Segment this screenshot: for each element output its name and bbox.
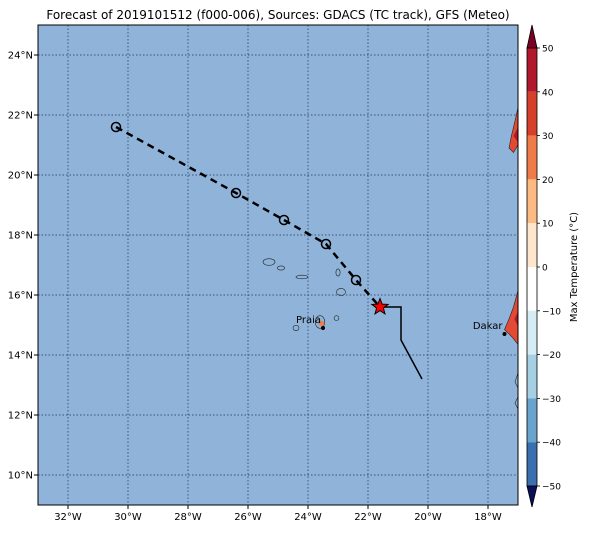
island-santiago-hot <box>318 321 325 326</box>
y-tick-label: 22°N <box>8 111 33 122</box>
track-past-line <box>380 306 423 380</box>
land-senegal-coast <box>504 290 518 358</box>
city-label: Dakar <box>473 321 504 332</box>
x-tick-label: 22°W <box>354 512 382 523</box>
city-marker <box>502 332 507 336</box>
forecast-position-marker <box>278 214 290 226</box>
land-guinea-coast <box>514 396 518 410</box>
colorbar-segment <box>527 48 537 92</box>
land-gambia-coast <box>514 372 518 389</box>
city-marker <box>321 326 325 330</box>
island-outline <box>292 324 300 331</box>
colorbar-tick-label: −30 <box>542 395 561 405</box>
colorbar-segment <box>527 135 537 180</box>
map-layers: Praia Dakar <box>38 25 518 505</box>
island-outline <box>336 288 346 296</box>
y-tick-label: 10°N <box>8 471 33 482</box>
colorbar-label: Max Temperature (°C) <box>569 212 580 322</box>
colorbar-segment <box>527 310 537 355</box>
colorbar-segment <box>527 354 537 399</box>
ocean-background <box>38 25 518 505</box>
island-outline <box>314 315 326 329</box>
x-tick-label: 26°W <box>234 512 262 523</box>
land-senegal-hot <box>514 311 518 327</box>
forecast-position-marker <box>230 187 242 199</box>
colorbar-extend-min <box>526 485 538 508</box>
current-position-star <box>370 297 390 316</box>
x-tick-label: 28°W <box>174 512 202 523</box>
colorbar-tick-label: 50 <box>542 45 554 55</box>
land-mauritania-hot <box>513 127 518 142</box>
y-tick-label: 24°N <box>8 51 33 62</box>
colorbar-tick-label: 20 <box>542 176 554 186</box>
colorbar-tick-label: 10 <box>542 220 554 230</box>
x-tick-label: 30°W <box>114 512 142 523</box>
colorbar-segment <box>527 223 537 267</box>
y-tick-label: 20°N <box>8 171 33 182</box>
y-tick-label: 12°N <box>8 411 33 422</box>
island-outline <box>262 258 276 266</box>
island-outline <box>277 265 285 271</box>
colorbar-tick-label: 40 <box>542 88 554 98</box>
colorbar-segment <box>527 179 537 224</box>
forecast-position-marker <box>110 121 122 133</box>
x-tick-label: 24°W <box>294 512 322 523</box>
forecast-position-marker <box>350 274 362 286</box>
colorbar-tick-label: −10 <box>542 307 561 317</box>
x-tick-label: 32°W <box>54 512 82 523</box>
y-tick-label: 14°N <box>8 351 33 362</box>
island-outline <box>333 315 340 321</box>
x-tick-label: 20°W <box>414 512 442 523</box>
plot-frame <box>37 24 519 506</box>
colorbar-segment <box>527 267 537 311</box>
colorbar-tick-label: −20 <box>542 351 561 361</box>
colorbar-tick-label: 30 <box>542 132 554 142</box>
colorbar-extend-max <box>526 24 538 49</box>
x-tick-label: 18°W <box>474 512 502 523</box>
colorbar-segment <box>527 442 537 486</box>
colorbar-tick-label: −50 <box>542 483 561 493</box>
colorbar-segment <box>527 398 537 443</box>
island-outline <box>335 268 341 277</box>
city-label: Praia <box>296 315 321 326</box>
track-forecast-line <box>115 125 381 308</box>
colorbar-segment <box>527 91 537 136</box>
colorbar-tick-label: −40 <box>542 439 561 449</box>
y-tick-label: 18°N <box>8 231 33 242</box>
colorbar-tick-label: 0 <box>542 264 548 274</box>
y-tick-label: 16°N <box>8 291 33 302</box>
map-title: Forecast of 2019101512 (f000-006), Sourc… <box>46 8 510 22</box>
land-mauritania-coast <box>508 107 518 153</box>
forecast-position-marker <box>320 238 332 250</box>
